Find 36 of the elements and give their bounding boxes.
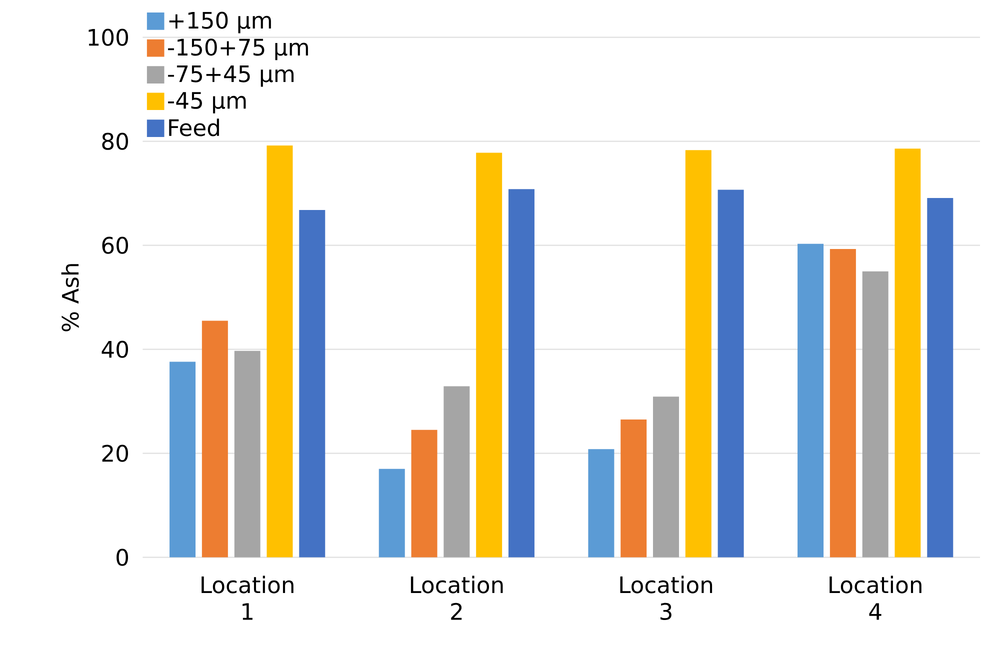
legend-label: Feed bbox=[169, 118, 219, 136]
bar bbox=[588, 449, 614, 558]
bar bbox=[508, 189, 534, 558]
y-tick-label: 80 bbox=[102, 132, 128, 150]
bar bbox=[234, 350, 260, 558]
legend-label: -45 µm bbox=[168, 92, 246, 114]
x-tick-label: Location 4 bbox=[830, 576, 922, 620]
bar bbox=[202, 320, 228, 558]
bar bbox=[620, 420, 647, 558]
bar bbox=[830, 248, 856, 558]
x-tick-label: Location 1 bbox=[202, 576, 294, 620]
bar bbox=[476, 152, 502, 558]
bar bbox=[718, 190, 744, 558]
bar bbox=[798, 244, 824, 558]
bar bbox=[862, 271, 888, 558]
y-tick-label: 40 bbox=[102, 340, 128, 358]
legend-label: -150+75 µm bbox=[168, 38, 308, 60]
bar bbox=[378, 468, 405, 558]
bar bbox=[299, 210, 326, 558]
bar bbox=[927, 198, 954, 558]
legend-label: -75+45 µm bbox=[168, 66, 294, 87]
bar bbox=[894, 148, 921, 558]
y-tick-label: 60 bbox=[102, 236, 128, 254]
x-tick-label: Location 3 bbox=[620, 576, 712, 620]
y-tick-label: 20 bbox=[102, 444, 128, 462]
y-tick-label: 0 bbox=[116, 548, 128, 566]
y-tick-label: 100 bbox=[88, 28, 128, 46]
bar bbox=[266, 145, 293, 558]
legend-label: +150 µm bbox=[169, 12, 271, 34]
bar bbox=[411, 430, 438, 558]
bar bbox=[685, 150, 712, 558]
y-axis-title: % Ash bbox=[61, 264, 79, 332]
bar bbox=[170, 362, 196, 558]
bar bbox=[653, 396, 680, 558]
bar bbox=[444, 386, 470, 558]
x-tick-label: Location 2 bbox=[410, 576, 503, 620]
